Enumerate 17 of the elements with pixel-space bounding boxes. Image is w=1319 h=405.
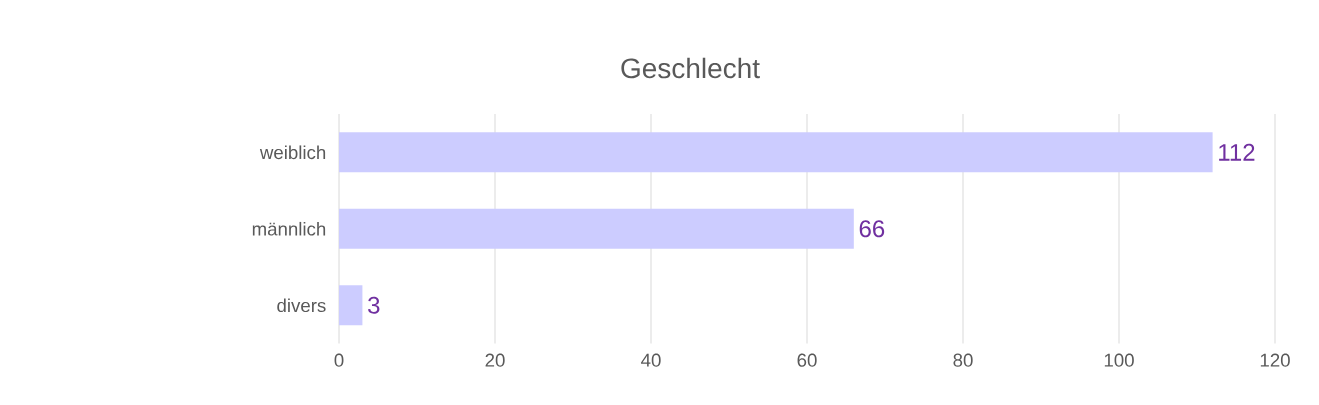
y-tick-label: weiblich xyxy=(259,145,326,160)
y-tick-label: divers xyxy=(277,298,326,313)
bar xyxy=(339,132,1213,173)
data-label: 112 xyxy=(1219,143,1255,161)
data-label: 66 xyxy=(859,220,885,238)
x-tick-label: 120 xyxy=(1260,353,1290,367)
x-tick-label: 60 xyxy=(797,353,817,367)
x-tick-label: 100 xyxy=(1104,353,1134,367)
x-tick-label: 20 xyxy=(485,353,505,367)
data-label: 3 xyxy=(368,296,380,314)
y-tick-label: männlich xyxy=(252,221,326,236)
x-tick-label: 40 xyxy=(641,353,661,367)
x-tick-label: 80 xyxy=(953,353,973,367)
bar xyxy=(339,208,854,249)
chart-title: Geschlecht xyxy=(621,57,760,79)
bar xyxy=(339,285,363,326)
x-tick-label: 0 xyxy=(334,353,344,367)
